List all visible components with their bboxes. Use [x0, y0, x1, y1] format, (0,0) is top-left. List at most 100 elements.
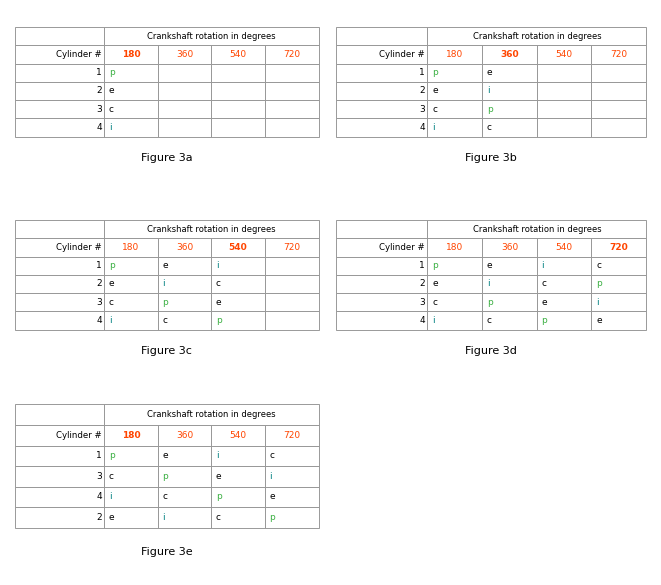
Text: 720: 720 [283, 50, 300, 59]
Text: Cylinder #: Cylinder # [56, 243, 102, 252]
Bar [104, 446, 158, 466]
Bar [212, 82, 265, 100]
Text: 4: 4 [97, 316, 102, 325]
Text: i: i [432, 123, 435, 132]
Text: 360: 360 [500, 50, 519, 59]
Bar [212, 118, 265, 136]
Bar [15, 100, 104, 118]
Text: p: p [432, 261, 438, 270]
Text: c: c [269, 451, 274, 460]
Text: 720: 720 [610, 50, 627, 59]
Bar [158, 311, 212, 329]
Bar [592, 311, 646, 329]
Text: p: p [432, 68, 438, 77]
Text: p: p [596, 280, 602, 288]
Text: i: i [486, 280, 489, 288]
Bar [158, 487, 212, 507]
Text: 360: 360 [176, 50, 193, 59]
Text: c: c [596, 261, 601, 270]
Text: e: e [163, 451, 168, 460]
Bar [158, 257, 212, 275]
Text: 3: 3 [96, 105, 102, 113]
Bar [104, 100, 158, 118]
Bar [212, 45, 265, 64]
Text: 540: 540 [229, 431, 247, 440]
Bar [336, 27, 428, 45]
Text: e: e [432, 87, 438, 95]
Bar [15, 45, 104, 64]
Text: e: e [163, 261, 168, 270]
Bar [158, 507, 212, 528]
Text: c: c [109, 105, 114, 113]
Bar [212, 100, 265, 118]
Text: c: c [432, 105, 437, 113]
Text: c: c [541, 280, 547, 288]
Bar [15, 293, 104, 311]
Bar [592, 64, 646, 82]
Bar [537, 293, 592, 311]
Bar [104, 293, 158, 311]
Text: 3: 3 [419, 298, 425, 307]
Bar [104, 425, 158, 446]
Text: p: p [109, 451, 114, 460]
Bar [336, 275, 428, 293]
Bar [336, 45, 428, 64]
Bar [104, 311, 158, 329]
Bar [212, 311, 265, 329]
Bar [265, 466, 319, 487]
Bar [265, 425, 319, 446]
Text: e: e [109, 87, 114, 95]
Bar [336, 64, 428, 82]
Bar [158, 425, 212, 446]
Bar [336, 100, 428, 118]
Bar [428, 293, 482, 311]
Bar [212, 507, 265, 528]
Bar [537, 257, 592, 275]
Bar [428, 118, 482, 136]
Text: 1: 1 [96, 451, 102, 460]
Text: 540: 540 [555, 243, 572, 252]
Text: p: p [486, 105, 492, 113]
Bar [336, 293, 428, 311]
Bar [104, 404, 319, 425]
Text: e: e [109, 513, 114, 522]
Text: Figure 3a: Figure 3a [141, 153, 192, 163]
Text: 3: 3 [419, 105, 425, 113]
Bar [158, 466, 212, 487]
Bar [104, 27, 319, 45]
Text: e: e [216, 472, 221, 481]
Text: 180: 180 [446, 243, 463, 252]
Text: 720: 720 [283, 431, 300, 440]
Text: i: i [486, 87, 489, 95]
Text: e: e [269, 493, 275, 501]
Text: 360: 360 [176, 431, 193, 440]
Bar [15, 118, 104, 136]
Bar [104, 220, 319, 238]
Text: c: c [216, 280, 221, 288]
Bar [428, 27, 646, 45]
Text: e: e [486, 68, 492, 77]
Text: e: e [541, 298, 547, 307]
Bar [428, 311, 482, 329]
Text: c: c [486, 123, 492, 132]
Bar [482, 275, 537, 293]
Bar [15, 64, 104, 82]
Bar [428, 220, 646, 238]
Bar [428, 100, 482, 118]
Bar [537, 118, 592, 136]
Text: 2: 2 [419, 280, 425, 288]
Text: 540: 540 [229, 243, 247, 252]
Text: i: i [596, 298, 599, 307]
Text: p: p [163, 472, 168, 481]
Bar [265, 64, 319, 82]
Bar [212, 487, 265, 507]
Bar [265, 507, 319, 528]
Text: 2: 2 [97, 87, 102, 95]
Text: Figure 3c: Figure 3c [141, 346, 192, 356]
Text: p: p [269, 513, 275, 522]
Text: Cylinder #: Cylinder # [56, 50, 102, 59]
Bar [265, 293, 319, 311]
Bar [336, 257, 428, 275]
Text: 1: 1 [419, 261, 425, 270]
Bar [15, 82, 104, 100]
